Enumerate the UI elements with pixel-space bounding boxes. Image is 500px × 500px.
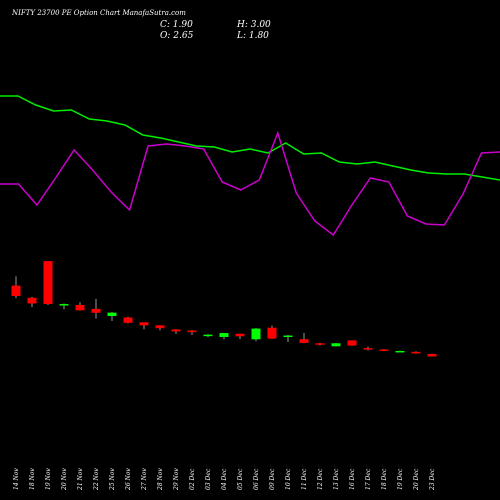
candle-body	[379, 349, 389, 352]
low-value: L: 1.80	[236, 31, 269, 41]
x-tick-label: 21 Nov	[77, 468, 84, 491]
candle-body	[107, 312, 117, 317]
candle-body	[187, 330, 197, 333]
x-tick-label: 20 Nov	[61, 468, 68, 491]
x-tick-label: 18 Nov	[29, 468, 36, 490]
candle-body	[171, 329, 181, 332]
candle-body	[395, 350, 405, 353]
candle-body	[347, 340, 357, 346]
indicator-line-magenta	[0, 130, 500, 237]
candle-body	[123, 317, 133, 323]
x-tick-label: 05 Dec	[237, 468, 244, 490]
x-axis-ticks: 14 Nov 18 Nov 19 Nov 20 Nov 21 Nov 22 Nov 25 N…	[13, 468, 436, 491]
candle-body	[363, 348, 373, 350]
x-tick-label: 17 Dec	[365, 468, 372, 490]
candle-body	[155, 325, 165, 329]
candle-body	[315, 343, 325, 345]
candle-body	[11, 285, 21, 296]
x-tick-label: 14 Nov	[13, 468, 20, 490]
x-tick-label: 22 Nov	[93, 468, 100, 491]
x-tick-label: 13 Dec	[333, 468, 340, 490]
candle-body	[411, 351, 421, 354]
x-tick-label: 19 Nov	[45, 468, 52, 490]
x-tick-label: 02 Dec	[189, 468, 196, 490]
x-tick-label: 03 Dec	[205, 468, 212, 490]
x-tick-label: 29 Nov	[173, 468, 180, 491]
x-tick-label: 23 Dec	[429, 468, 436, 491]
candle-body	[331, 343, 341, 347]
candles-group	[11, 261, 437, 357]
x-tick-label: 09 Dec	[269, 468, 276, 490]
x-tick-label: 16 Dec	[349, 468, 356, 490]
candle-body	[59, 304, 69, 306]
x-tick-label: 11 Dec	[301, 468, 308, 490]
x-tick-label: 26 Nov	[125, 468, 132, 491]
x-tick-label: 10 Dec	[285, 468, 292, 490]
candle-body	[43, 261, 53, 305]
x-tick-label: 28 Nov	[157, 468, 164, 491]
indicator-lines	[0, 95, 500, 237]
x-tick-label: 06 Dec	[253, 468, 260, 490]
x-tick-label: 04 Dec	[221, 468, 228, 490]
high-value: H: 3.00	[236, 20, 271, 30]
chart-title-text: NIFTY 23700 PE Option Chart ManafaSutra.…	[11, 9, 186, 17]
moving-average-line-green	[0, 95, 500, 181]
close-value: C: 1.90	[160, 20, 193, 30]
candle-body	[203, 334, 213, 337]
candle-body	[91, 308, 101, 313]
x-tick-label: 19 Dec	[397, 468, 404, 490]
x-tick-label: 20 Dec	[413, 468, 420, 491]
candle-body	[139, 322, 149, 326]
candle-body	[299, 339, 309, 343]
x-tick-label: 12 Dec	[317, 468, 324, 490]
candle-body	[27, 297, 37, 304]
candle-body	[235, 333, 245, 337]
x-tick-label: 25 Nov	[109, 468, 116, 491]
candle-body	[75, 304, 85, 311]
x-tick-label: 27 Nov	[141, 468, 148, 491]
candle-body	[219, 333, 229, 337]
candle-body	[267, 327, 277, 339]
open-value: O: 2.65	[160, 31, 194, 41]
candle-body	[427, 353, 437, 357]
x-tick-label: 18 Dec	[381, 468, 388, 490]
candle-body	[251, 328, 261, 340]
candle-body	[283, 335, 293, 338]
